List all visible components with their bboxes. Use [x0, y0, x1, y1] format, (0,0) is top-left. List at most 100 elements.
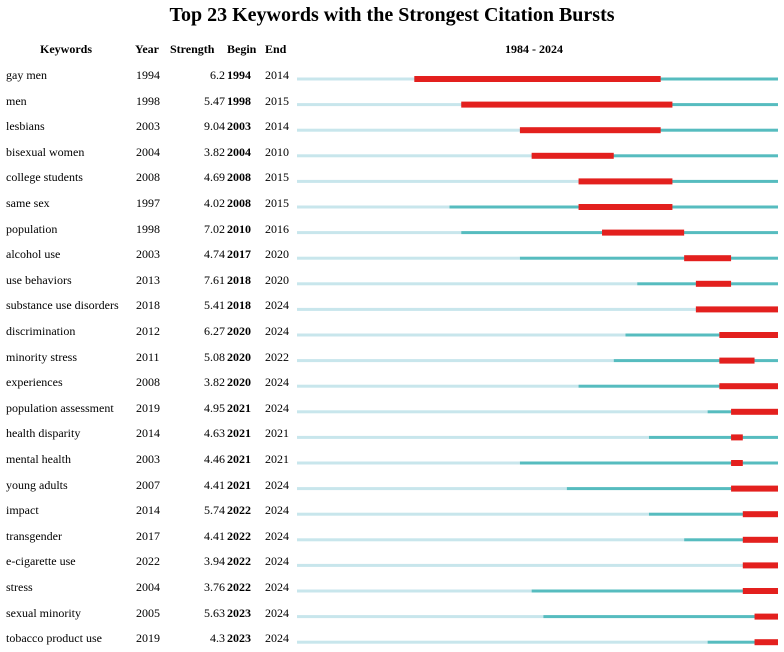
table-row: alcohol use 2003 4.74 2017 2020: [0, 242, 784, 268]
strength-cell: 5.08: [204, 349, 225, 364]
end-cell: 2014: [265, 68, 289, 82]
begin-cell: 2021: [227, 426, 251, 441]
end-cell: 2024: [265, 580, 289, 594]
strength-cell: 3.76: [204, 580, 225, 594]
burst-bar: [695, 306, 778, 313]
timeline-before-bar: [297, 538, 685, 542]
timeline-before-bar: [297, 103, 462, 107]
end-cell: 2015: [265, 170, 289, 185]
keyword-cell: mental health: [6, 452, 71, 466]
timeline-active-bar: [648, 435, 778, 439]
end-cell: 2024: [265, 528, 289, 543]
year-cell: 2012: [136, 324, 160, 338]
timeline-active-bar: [566, 487, 778, 491]
burst-bar: [731, 434, 743, 441]
header-keywords: Keywords: [40, 42, 92, 56]
table-row: tobacco product use 2019 4.3 2023 2024: [0, 626, 784, 652]
burst-bar: [731, 460, 743, 466]
burst-bar: [578, 178, 673, 185]
strength-cell: 5.41: [204, 298, 225, 313]
strength-cell: 6.2: [210, 68, 225, 82]
end-cell: 2022: [265, 349, 289, 364]
strength-cell: 4.69: [204, 170, 225, 185]
year-cell: 1998: [136, 93, 160, 108]
timeline-before-bar: [297, 77, 415, 81]
burst-bar: [695, 280, 732, 287]
strength-cell: 3.94: [204, 554, 225, 569]
year-cell: 2013: [136, 272, 160, 287]
burst-bar: [578, 204, 673, 210]
timeline-before-bar: [297, 512, 649, 516]
begin-cell: 2022: [227, 503, 251, 518]
year-cell: 1998: [136, 221, 160, 236]
begin-cell: 2021: [227, 452, 251, 466]
keyword-cell: discrimination: [6, 324, 76, 338]
begin-cell: 2020: [227, 349, 251, 364]
timeline-active-bar: [531, 589, 778, 593]
timeline-before-bar: [297, 410, 708, 414]
keyword-cell: men: [6, 93, 27, 108]
keyword-cell: young adults: [6, 477, 68, 492]
burst-bar: [602, 229, 685, 236]
keyword-cell: alcohol use: [6, 247, 61, 262]
timeline-before-bar: [297, 615, 544, 619]
year-cell: 2004: [136, 580, 160, 594]
end-cell: 2015: [265, 196, 289, 210]
table-row: population 1998 7.02 2010 2016: [0, 217, 784, 243]
timeline-before-bar: [297, 359, 614, 363]
end-cell: 2020: [265, 247, 289, 262]
burst-bar: [742, 562, 778, 569]
table-row: men 1998 5.47 1998 2015: [0, 89, 784, 115]
end-cell: 2024: [265, 298, 289, 313]
burst-bar: [519, 127, 661, 134]
burst-bar: [684, 255, 732, 262]
year-cell: 2014: [136, 503, 160, 518]
begin-cell: 2021: [227, 477, 251, 492]
keyword-cell: population assessment: [6, 400, 114, 415]
begin-cell: 2018: [227, 298, 251, 313]
begin-cell: 2003: [227, 119, 251, 134]
burst-bar: [742, 511, 778, 518]
end-cell: 2024: [265, 554, 289, 569]
strength-cell: 7.61: [204, 272, 225, 287]
table-row: same sex 1997 4.02 2008 2015: [0, 191, 784, 217]
timeline-before-bar: [297, 282, 638, 286]
timeline-before-bar: [297, 563, 743, 567]
end-cell: 2024: [265, 375, 289, 390]
end-cell: 2020: [265, 272, 289, 287]
timeline-before-bar: [297, 461, 520, 465]
timeline-before-bar: [297, 128, 520, 132]
header-strength: Strength: [170, 42, 215, 56]
begin-cell: 2023: [227, 605, 251, 620]
end-cell: 2024: [265, 631, 289, 646]
year-cell: 2019: [136, 631, 160, 646]
begin-cell: 2023: [227, 631, 251, 646]
timeline-before-bar: [297, 589, 532, 593]
strength-cell: 3.82: [204, 375, 225, 390]
burst-bar: [414, 76, 661, 82]
keyword-cell: minority stress: [6, 349, 77, 364]
chart-title: Top 23 Keywords with the Strongest Citat…: [169, 4, 615, 26]
end-cell: 2015: [265, 93, 289, 108]
table-row: gay men 1994 6.2 1994 2014: [0, 63, 784, 89]
timeline-before-bar: [297, 384, 579, 388]
timeline-active-bar: [613, 359, 778, 363]
burst-bar: [719, 383, 778, 390]
keyword-cell: experiences: [6, 375, 63, 390]
strength-cell: 4.41: [204, 528, 225, 543]
table-row: discrimination 2012 6.27 2020 2024: [0, 319, 784, 345]
table-row: population assessment 2019 4.95 2021 2024: [0, 396, 784, 422]
year-cell: 2008: [136, 375, 160, 390]
keyword-cell: e-cigarette use: [6, 554, 76, 569]
end-cell: 2021: [265, 452, 289, 466]
timeline-before-bar: [297, 640, 708, 644]
strength-cell: 4.46: [204, 452, 225, 466]
begin-cell: 2020: [227, 375, 251, 390]
burst-bar: [754, 639, 778, 646]
begin-cell: 2004: [227, 144, 251, 159]
begin-cell: 2022: [227, 580, 251, 594]
year-cell: 2011: [136, 349, 160, 364]
table-row: health disparity 2014 4.63 2021 2021: [0, 421, 784, 447]
timeline-before-bar: [297, 205, 450, 209]
